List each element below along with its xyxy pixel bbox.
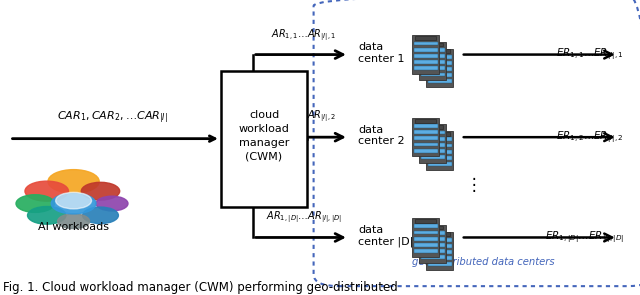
- FancyBboxPatch shape: [415, 119, 436, 123]
- Text: $CAR_1, CAR_2,\ldots CAR_{|I|}$: $CAR_1, CAR_2,\ldots CAR_{|I|}$: [56, 110, 168, 125]
- FancyBboxPatch shape: [428, 244, 452, 248]
- FancyBboxPatch shape: [420, 237, 445, 241]
- FancyBboxPatch shape: [428, 55, 452, 59]
- Circle shape: [83, 207, 118, 224]
- Text: cloud
workload
manager
(CWM): cloud workload manager (CWM): [239, 110, 289, 162]
- FancyBboxPatch shape: [420, 131, 445, 135]
- FancyBboxPatch shape: [428, 256, 452, 260]
- FancyBboxPatch shape: [413, 60, 438, 64]
- Circle shape: [25, 181, 68, 201]
- Text: $ER_{1,2}\ldots ER_{|I|,2}$: $ER_{1,2}\ldots ER_{|I|,2}$: [556, 129, 624, 145]
- FancyBboxPatch shape: [413, 243, 438, 247]
- FancyBboxPatch shape: [415, 219, 436, 223]
- Circle shape: [51, 193, 96, 214]
- Circle shape: [56, 192, 92, 209]
- FancyBboxPatch shape: [413, 66, 438, 70]
- FancyBboxPatch shape: [422, 125, 444, 129]
- FancyBboxPatch shape: [428, 238, 452, 242]
- FancyBboxPatch shape: [413, 249, 438, 253]
- FancyBboxPatch shape: [420, 54, 445, 58]
- FancyBboxPatch shape: [428, 162, 452, 166]
- FancyBboxPatch shape: [413, 231, 438, 235]
- FancyBboxPatch shape: [412, 118, 439, 156]
- FancyBboxPatch shape: [413, 124, 438, 128]
- FancyBboxPatch shape: [413, 142, 438, 146]
- FancyBboxPatch shape: [412, 218, 439, 257]
- FancyBboxPatch shape: [420, 60, 445, 64]
- FancyBboxPatch shape: [428, 250, 452, 254]
- FancyBboxPatch shape: [420, 137, 445, 141]
- Circle shape: [28, 206, 66, 224]
- Text: AI workloads: AI workloads: [38, 222, 109, 232]
- FancyBboxPatch shape: [420, 143, 445, 147]
- FancyBboxPatch shape: [412, 35, 439, 74]
- FancyBboxPatch shape: [426, 49, 453, 87]
- FancyBboxPatch shape: [420, 255, 445, 259]
- FancyBboxPatch shape: [428, 156, 452, 160]
- FancyBboxPatch shape: [420, 243, 445, 247]
- FancyBboxPatch shape: [429, 50, 451, 53]
- FancyBboxPatch shape: [428, 150, 452, 153]
- Circle shape: [96, 196, 128, 211]
- FancyBboxPatch shape: [413, 48, 438, 52]
- Circle shape: [81, 182, 120, 200]
- Text: geo-distributed data centers: geo-distributed data centers: [412, 257, 554, 267]
- FancyBboxPatch shape: [420, 66, 445, 70]
- FancyBboxPatch shape: [419, 225, 446, 263]
- FancyBboxPatch shape: [420, 73, 445, 76]
- Circle shape: [16, 195, 54, 212]
- FancyBboxPatch shape: [420, 155, 445, 159]
- FancyBboxPatch shape: [422, 226, 444, 230]
- Text: $AR_{1,|D|}\ldots AR_{|I|,|D|}$: $AR_{1,|D|}\ldots AR_{|I|,|D|}$: [266, 209, 342, 225]
- Text: $ER_{1,|D|}\ldots ER_{|I|,|D|}$: $ER_{1,|D|}\ldots ER_{|I|,|D|}$: [545, 230, 624, 245]
- FancyBboxPatch shape: [428, 67, 452, 71]
- FancyBboxPatch shape: [428, 144, 452, 148]
- FancyBboxPatch shape: [429, 232, 451, 236]
- FancyBboxPatch shape: [413, 54, 438, 58]
- FancyBboxPatch shape: [413, 136, 438, 140]
- Text: $\vdots$: $\vdots$: [260, 177, 271, 192]
- FancyBboxPatch shape: [428, 73, 452, 77]
- Text: data
center |D|: data center |D|: [358, 225, 413, 247]
- Circle shape: [58, 214, 90, 229]
- FancyBboxPatch shape: [221, 71, 307, 206]
- FancyBboxPatch shape: [426, 131, 453, 170]
- Text: $ER_{1,1}\ldots ER_{|I|,1}$: $ER_{1,1}\ldots ER_{|I|,1}$: [556, 47, 624, 63]
- Text: Fig. 1. Cloud workload manager (CWM) performing geo-distributed: Fig. 1. Cloud workload manager (CWM) per…: [3, 281, 398, 294]
- FancyBboxPatch shape: [413, 130, 438, 134]
- Circle shape: [48, 170, 99, 193]
- FancyBboxPatch shape: [429, 132, 451, 136]
- FancyBboxPatch shape: [428, 137, 452, 141]
- FancyBboxPatch shape: [413, 224, 438, 228]
- FancyBboxPatch shape: [415, 36, 436, 40]
- FancyBboxPatch shape: [422, 43, 444, 47]
- Text: $\vdots$: $\vdots$: [465, 175, 476, 194]
- Text: data
center 1: data center 1: [358, 42, 405, 64]
- Text: $AR_{1,2}\ldots AR_{|I|,2}$: $AR_{1,2}\ldots AR_{|I|,2}$: [271, 109, 337, 124]
- FancyBboxPatch shape: [420, 249, 445, 253]
- FancyBboxPatch shape: [419, 124, 446, 163]
- Text: $AR_{1,1}\ldots AR_{|I|,1}$: $AR_{1,1}\ldots AR_{|I|,1}$: [271, 27, 337, 43]
- FancyBboxPatch shape: [413, 237, 438, 240]
- FancyBboxPatch shape: [426, 232, 453, 270]
- FancyBboxPatch shape: [428, 61, 452, 65]
- Text: data
center 2: data center 2: [358, 125, 405, 147]
- FancyBboxPatch shape: [420, 231, 445, 235]
- FancyBboxPatch shape: [413, 149, 438, 153]
- FancyBboxPatch shape: [428, 79, 452, 83]
- FancyBboxPatch shape: [419, 42, 446, 80]
- FancyBboxPatch shape: [413, 42, 438, 45]
- FancyBboxPatch shape: [420, 48, 445, 52]
- FancyBboxPatch shape: [420, 149, 445, 153]
- FancyBboxPatch shape: [428, 262, 452, 266]
